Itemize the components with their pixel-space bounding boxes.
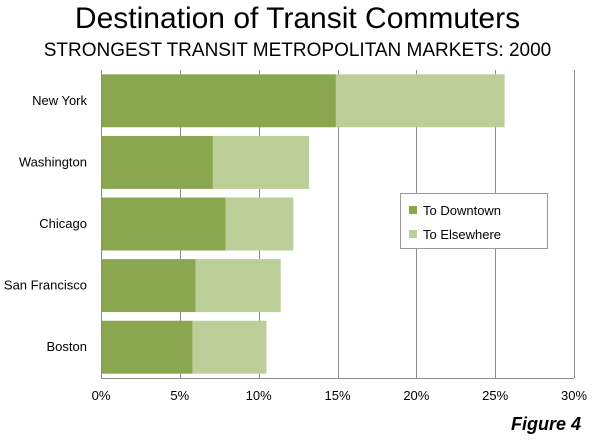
legend: To Downtown To Elsewhere bbox=[400, 193, 548, 249]
x-tick-label: 15% bbox=[324, 388, 350, 403]
legend-label-to-downtown: To Downtown bbox=[423, 202, 502, 218]
figure-label: Figure 4 bbox=[510, 414, 581, 434]
chart-subtitle: STRONGEST TRANSIT METROPOLITAN MARKETS: … bbox=[43, 40, 552, 61]
category-label: New York bbox=[32, 93, 87, 108]
bar-new-york-to-downtown bbox=[101, 74, 336, 128]
bar-washington-to-downtown bbox=[101, 135, 213, 189]
x-tick-label: 30% bbox=[561, 388, 587, 403]
bar-boston-to-elsewhere bbox=[192, 320, 267, 374]
category-label: Chicago bbox=[39, 216, 87, 231]
category-label: San Francisco bbox=[4, 278, 87, 293]
legend-item-to-downtown: To Downtown bbox=[409, 200, 501, 220]
bar-san-francisco-to-downtown bbox=[101, 259, 196, 313]
bar-boston-to-downtown bbox=[101, 320, 193, 374]
bar-washington-to-elsewhere bbox=[212, 135, 310, 189]
chart-title: Destination of Transit Commuters bbox=[74, 2, 521, 35]
legend-swatch-to-downtown bbox=[409, 206, 417, 214]
legend-item-to-elsewhere: To Elsewhere bbox=[409, 224, 501, 244]
x-tick-label: 10% bbox=[246, 388, 272, 403]
bar-chicago-to-downtown bbox=[101, 197, 226, 251]
x-tick-label: 25% bbox=[482, 388, 508, 403]
category-label: Washington bbox=[19, 154, 87, 169]
category-label: Boston bbox=[47, 339, 87, 354]
legend-label-to-elsewhere: To Elsewhere bbox=[423, 226, 502, 242]
bar-new-york-to-elsewhere bbox=[335, 74, 505, 128]
bar-chicago-to-elsewhere bbox=[225, 197, 294, 251]
x-tick-label: 5% bbox=[170, 388, 189, 403]
bar-san-francisco-to-elsewhere bbox=[195, 259, 281, 313]
x-tick-label: 20% bbox=[403, 388, 429, 403]
legend-swatch-to-elsewhere bbox=[409, 230, 417, 238]
x-tick-label: 0% bbox=[92, 388, 111, 403]
